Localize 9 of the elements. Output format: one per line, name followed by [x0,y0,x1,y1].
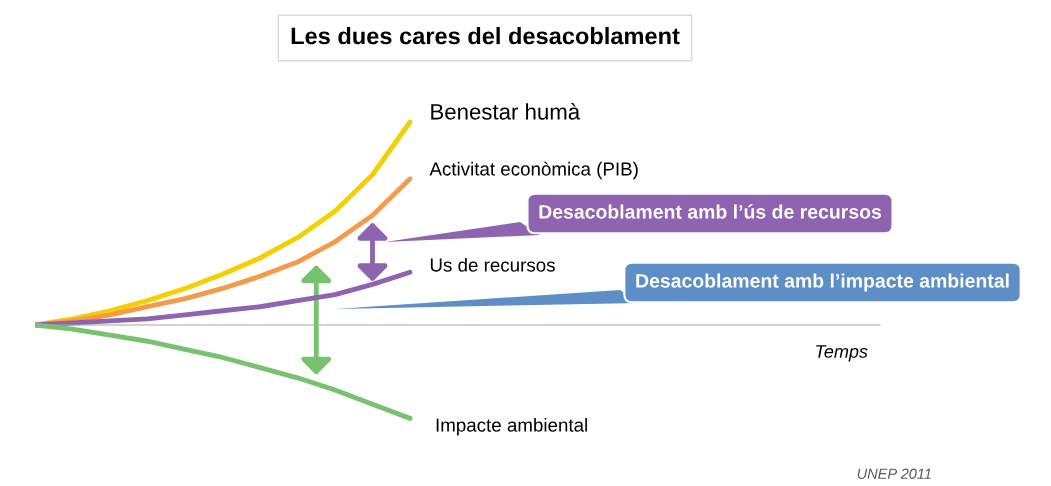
series-label: Activitat econòmica (PIB) [429,161,638,180]
series-label: Impacte ambiental [436,417,587,436]
series-label: Us de recursos [430,257,555,272]
annotation: Desacoblament amb l’impacte ambiental [636,273,1009,292]
series-label: Benestar humà [431,103,581,120]
chart-title: Les dues cares del desacoblament [291,27,680,45]
text: UNEP 2011 [857,468,931,479]
x-axis-title: Temps [816,345,868,362]
annotation: Desacoblament amb l’ús de recursos [539,204,882,219]
